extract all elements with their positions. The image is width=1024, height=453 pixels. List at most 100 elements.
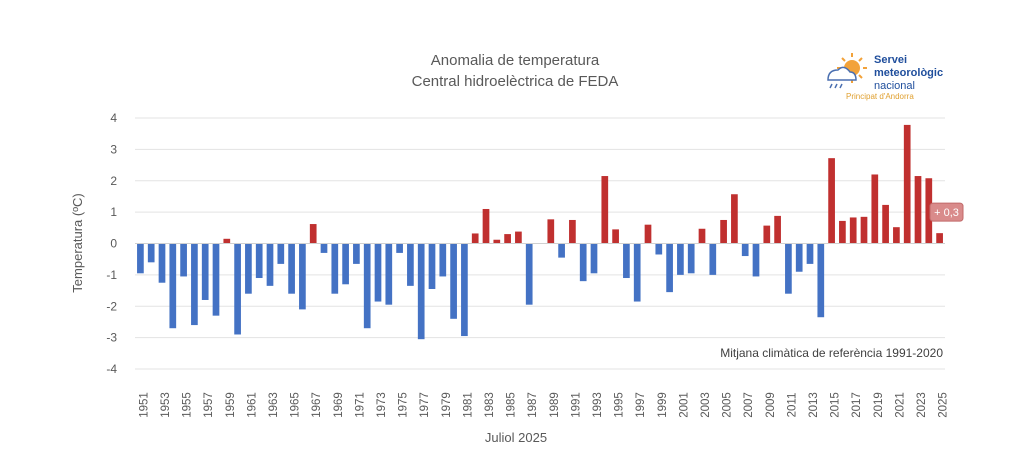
bar (439, 243, 447, 277)
bar (633, 243, 641, 302)
bar (331, 243, 339, 294)
x-tick-label: 2013 (808, 392, 820, 418)
bar (547, 219, 555, 244)
logo: Servei meteorològic nacional Principat d… (820, 50, 950, 105)
logo-subtitle: Principat d'Andorra (846, 92, 914, 101)
bar (666, 243, 673, 293)
x-tick-label: 1985 (506, 392, 518, 418)
bar (860, 216, 868, 244)
x-tick-label: 1995 (614, 392, 626, 418)
bar (936, 233, 943, 244)
bar (234, 243, 241, 335)
bar (137, 243, 144, 274)
logo-name: Servei meteorològic nacional (874, 54, 943, 93)
x-tick-label: 1973 (376, 392, 388, 418)
bar (795, 243, 803, 272)
bar (558, 243, 565, 258)
bar (396, 243, 403, 253)
bar (806, 243, 814, 264)
x-tick-label: 1959 (225, 392, 237, 418)
bar (471, 233, 479, 244)
chart-title: Anomalia de temperatura (430, 52, 600, 69)
bar (363, 243, 371, 329)
bar (169, 243, 177, 329)
bar (288, 243, 295, 294)
x-tick-label: 2017 (851, 392, 863, 418)
x-tick-label: 1981 (462, 392, 474, 418)
bar (407, 243, 414, 286)
x-tick-label: 1953 (160, 392, 172, 418)
bar (720, 219, 727, 244)
x-tick-label: 1963 (268, 392, 280, 418)
y-tick-label: 3 (110, 142, 117, 156)
bar (245, 243, 252, 294)
x-tick-label: 1977 (419, 392, 431, 418)
bar (612, 229, 619, 244)
x-tick-label: 1991 (570, 392, 582, 418)
bar (817, 243, 825, 318)
last-value-box (929, 202, 964, 222)
x-tick-label: 1969 (333, 392, 345, 418)
x-tick-label: 1993 (592, 392, 604, 418)
y-tick-label: 1 (110, 205, 117, 219)
bar (385, 243, 393, 305)
x-tick-label: 2015 (830, 392, 842, 418)
bar (223, 238, 231, 244)
bar (299, 243, 306, 310)
bar (677, 243, 684, 275)
bar (504, 234, 511, 244)
bar (752, 243, 760, 277)
x-axis-label: Juliol 2025 (485, 430, 547, 445)
bar (255, 243, 263, 279)
x-tick-label: 2001 (678, 392, 690, 418)
bar (320, 243, 328, 253)
bar (785, 243, 792, 294)
x-tick-label: 1955 (182, 392, 194, 418)
x-tick-label: 2019 (873, 392, 885, 418)
bar (201, 243, 209, 300)
bar (903, 124, 911, 244)
bar (623, 243, 630, 279)
x-tick-label: 1999 (657, 392, 669, 418)
y-tick-label: -2 (106, 299, 117, 313)
bar (687, 243, 695, 274)
bar (925, 178, 933, 244)
bar (180, 243, 187, 277)
logo-line1: Servei (874, 54, 908, 66)
bar (839, 220, 846, 244)
bar (353, 243, 360, 264)
x-tick-label: 1975 (398, 392, 410, 418)
bar (644, 224, 652, 244)
x-tick-label: 1971 (354, 392, 366, 418)
bar (450, 243, 457, 319)
x-tick-label: 2005 (722, 392, 734, 418)
chart-subtitle: Central hidroelèctrica de FEDA (411, 73, 619, 90)
bar (191, 243, 198, 326)
bar (493, 239, 501, 244)
bar (709, 243, 717, 275)
bar (882, 204, 889, 244)
y-tick-label: 4 (110, 111, 117, 125)
y-tick-label: 2 (110, 174, 117, 188)
x-tick-label: 2023 (916, 392, 928, 418)
bar (871, 174, 879, 244)
bar (590, 243, 598, 274)
x-tick-label: 1989 (549, 392, 561, 418)
y-tick-label: -3 (106, 331, 117, 345)
bar (763, 225, 771, 244)
x-tick-label: 2021 (894, 392, 906, 418)
bar (461, 243, 468, 337)
bar (893, 227, 900, 244)
logo-line3: nacional (874, 80, 915, 92)
x-tick-label: 1957 (203, 392, 215, 418)
bar (828, 158, 835, 244)
bar (579, 243, 587, 282)
y-tick-label: -1 (106, 268, 117, 282)
y-tick-label: -4 (106, 362, 117, 376)
reference-annotation: Mitjana climàtica de referència 1991-202… (720, 346, 943, 360)
bar (525, 243, 533, 305)
y-axis-label: Temperatura (ºC) (70, 193, 85, 292)
bar (158, 243, 166, 283)
bar (914, 176, 922, 244)
bar (655, 243, 663, 255)
